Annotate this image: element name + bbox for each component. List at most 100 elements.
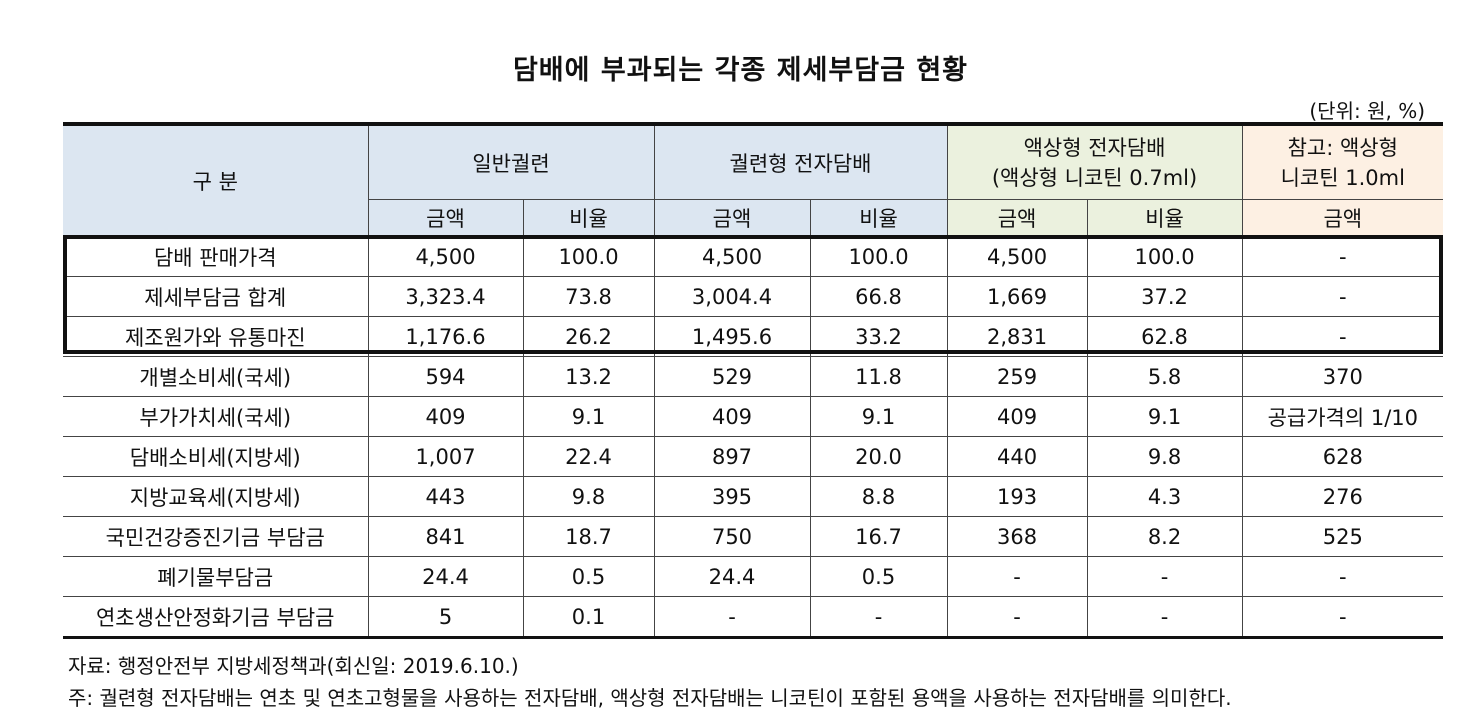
amount-cell: 594	[367, 356, 524, 397]
subheader-ratio: 비율	[522, 199, 655, 237]
amount-cell: 841	[367, 516, 524, 557]
table-row: 제세부담금 합계 3,323.4 73.8 3,004.4 66.8 1,669 37.2-	[63, 276, 1444, 317]
header-group-liquid-ecig: 액상형 전자담배 (액상형 니코틴 0.7ml)	[946, 122, 1243, 200]
ratio-cell: 0.1	[522, 596, 655, 639]
ratio-cell: 8.2	[1086, 516, 1243, 557]
ratio-cell: 16.7	[809, 516, 948, 557]
table-row: 연초생산안정화기금 부담금 5 0.1- - - - -	[63, 596, 1444, 639]
ratio-cell: 33.2	[809, 316, 948, 357]
subheader-amount: 금액	[368, 199, 524, 237]
ratio-cell: -	[1086, 556, 1243, 597]
amount-cell: 440	[946, 436, 1088, 477]
ratio-cell: 9.1	[809, 396, 948, 437]
amount-cell: 4,500	[946, 236, 1088, 277]
amount-cell: -	[1241, 556, 1444, 597]
amount-cell: 368	[946, 516, 1088, 557]
amount-cell: 193	[946, 476, 1088, 517]
row-label: 제조원가와 유통마진	[63, 316, 369, 357]
table-row: 부가가치세(국세) 409 9.1 409 9.1 409 9.1 공급가격의 1/10	[63, 396, 1444, 437]
ratio-cell: 5.8	[1086, 356, 1243, 397]
amount-cell: 4,500	[653, 236, 811, 277]
amount-cell: -	[1241, 236, 1444, 277]
ratio-cell: 13.2	[522, 356, 655, 397]
subheader-ratio: 비율	[809, 199, 948, 237]
table-title: 담배에 부과되는 각종 제세부담금 현황	[512, 55, 969, 86]
table-row: 제조원가와 유통마진 1,176.6 26.2 1,495.6 33.2 2,831 62.…	[63, 316, 1444, 357]
table-body: 담배 판매가격 4,500 100.0 4,500 100.0 4,500 100.0- 제세…	[63, 236, 1444, 639]
amount-cell: 3,004.4	[653, 276, 811, 317]
subheader-amount: 금액	[653, 199, 811, 237]
header-category: 구 분	[63, 122, 369, 237]
header-group-cigarette: 일반궐련	[367, 122, 655, 200]
ratio-cell: -	[809, 596, 948, 639]
explanatory-note: 주: 궐련형 전자담배는 연초 및 연초고형물을 사용하는 전자담배, 액상형 …	[68, 686, 1232, 710]
amount-cell: 276	[1241, 476, 1444, 517]
table-row: 국민건강증진기금 부담금 841 18.7 750 16.7 368 8.2 525	[63, 516, 1444, 557]
table-row: 폐기물부담금 24.4 0.5 24.4 0.5- - -	[63, 556, 1444, 597]
row-label: 담배소비세(지방세)	[63, 436, 369, 477]
amount-cell: 1,669	[946, 276, 1088, 317]
amount-cell: -	[653, 596, 811, 639]
row-label: 지방교육세(지방세)	[63, 476, 369, 517]
source-note: 자료: 행정안전부 지방세정책과(회신일: 2019.6.10.)	[68, 654, 519, 678]
row-label: 폐기물부담금	[63, 556, 369, 597]
ratio-cell: 73.8	[522, 276, 655, 317]
amount-cell: 529	[653, 356, 811, 397]
amount-cell: -	[946, 596, 1088, 639]
amount-cell: 24.4	[653, 556, 811, 597]
row-label: 국민건강증진기금 부담금	[63, 516, 369, 557]
ratio-cell: 37.2	[1086, 276, 1243, 317]
amount-cell: 395	[653, 476, 811, 517]
header-group-reference: 참고: 액상형 니코틴 1.0ml	[1241, 122, 1444, 200]
amount-cell: 409	[946, 396, 1088, 437]
ratio-cell: 9.1	[522, 396, 655, 437]
ratio-cell: 11.8	[809, 356, 948, 397]
footnotes: 자료: 행정안전부 지방세정책과(회신일: 2019.6.10.) 주: 궐련형…	[68, 650, 1232, 714]
amount-cell: 공급가격의 1/10	[1241, 396, 1444, 437]
ratio-cell: 4.3	[1086, 476, 1243, 517]
ratio-cell: 8.8	[809, 476, 948, 517]
ratio-cell: 20.0	[809, 436, 948, 477]
table-row: 개별소비세(국세) 594 13.2 529 11.8 259 5.8 370	[63, 356, 1444, 397]
amount-cell: 370	[1241, 356, 1444, 397]
ratio-cell: 0.5	[522, 556, 655, 597]
ratio-cell: 100.0	[522, 236, 655, 277]
amount-cell: 409	[367, 396, 524, 437]
ratio-cell: 22.4	[522, 436, 655, 477]
ratio-cell: 0.5	[809, 556, 948, 597]
ratio-cell: 9.8	[1086, 436, 1243, 477]
amount-cell: -	[1241, 596, 1444, 639]
subheader-ratio: 비율	[1086, 199, 1243, 237]
tax-table: 구 분 일반궐련 궐련형 전자담배 액상형 전자담배 (액상형 니코틴 0.7ml…	[63, 122, 1444, 639]
ratio-cell: 9.1	[1086, 396, 1243, 437]
amount-cell: -	[1241, 316, 1444, 357]
amount-cell: -	[946, 556, 1088, 597]
row-label: 제세부담금 합계	[63, 276, 369, 317]
ratio-cell: 66.8	[809, 276, 948, 317]
amount-cell: 409	[653, 396, 811, 437]
table-row: 지방교육세(지방세) 443 9.8 395 8.8 193 4.3 276	[63, 476, 1444, 517]
ratio-cell: 62.8	[1086, 316, 1243, 357]
subheader-amount: 금액	[946, 199, 1088, 237]
amount-cell: 4,500	[367, 236, 524, 277]
row-label: 연초생산안정화기금 부담금	[63, 596, 369, 639]
amount-cell: 24.4	[367, 556, 524, 597]
ratio-cell: 9.8	[522, 476, 655, 517]
amount-cell: 628	[1241, 436, 1444, 477]
table-row: 담배소비세(지방세) 1,007 22.4 897 20.0 440 9.8 628	[63, 436, 1444, 477]
ratio-cell: 100.0	[1086, 236, 1243, 277]
amount-cell: 1,176.6	[367, 316, 524, 357]
header-group-heated-tobacco: 궐련형 전자담배	[653, 122, 948, 200]
row-label: 부가가치세(국세)	[63, 396, 369, 437]
amount-cell: 259	[946, 356, 1088, 397]
amount-cell: 2,831	[946, 316, 1088, 357]
ratio-cell: 18.7	[522, 516, 655, 557]
amount-cell: 1,007	[367, 436, 524, 477]
amount-cell: 1,495.6	[653, 316, 811, 357]
amount-cell: 443	[367, 476, 524, 517]
row-label: 담배 판매가격	[63, 236, 369, 277]
amount-cell: -	[1241, 276, 1444, 317]
ratio-cell: -	[1086, 596, 1243, 639]
amount-cell: 3,323.4	[367, 276, 524, 317]
row-label: 개별소비세(국세)	[63, 356, 369, 397]
